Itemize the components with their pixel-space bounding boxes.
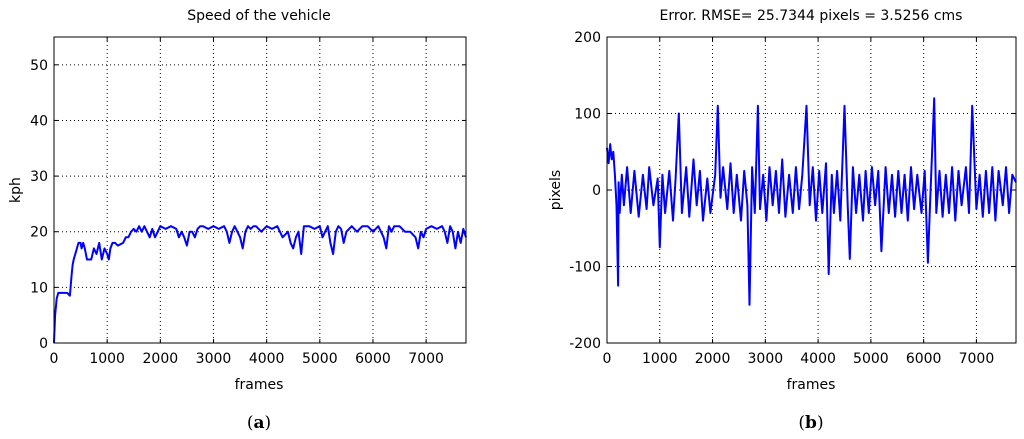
plot-area: 0 1000 2000 3000 4000 5000 6000 7000 0 10 20 30 40 50 — [30, 36, 467, 367]
caption-open-paren: ( — [798, 413, 805, 433]
chart-title: Speed of the vehicle — [187, 8, 331, 24]
x-tick-label: 2000 — [143, 351, 179, 367]
y-tick-label: 50 — [30, 58, 48, 74]
x-tick-label: 7000 — [408, 351, 444, 367]
caption-letter: b — [805, 413, 817, 433]
x-tick-label: 6000 — [906, 351, 942, 367]
x-tick-label: 4000 — [249, 351, 285, 367]
y-axis-label: pixels — [548, 170, 564, 210]
x-tick-label: 0 — [603, 351, 612, 367]
series-line — [53, 225, 467, 344]
x-tick-label: 2000 — [695, 351, 731, 367]
chart-speed: Speed of the vehicle 0 1000 2000 3000 4000 50… — [8, 8, 467, 433]
caption-letter: a — [253, 413, 264, 433]
x-axis-label: frames — [235, 377, 284, 393]
x-tick-label: 1000 — [89, 351, 125, 367]
y-axis-label: kph — [8, 177, 24, 203]
caption-close-paren: ) — [265, 413, 272, 433]
x-tick-label: 0 — [50, 351, 59, 367]
y-tick-label: 200 — [574, 30, 601, 46]
panel-caption: (a) — [247, 413, 271, 433]
x-tick-label: 4000 — [800, 351, 836, 367]
y-tick-label: 10 — [30, 280, 48, 296]
y-tick-label: 0 — [592, 183, 601, 199]
y-tick-label: 0 — [39, 336, 48, 352]
y-tick-label: 40 — [30, 113, 48, 129]
y-tick-label: -200 — [569, 336, 601, 352]
caption-open-paren: ( — [247, 413, 254, 433]
caption-close-paren: ) — [817, 413, 824, 433]
panel-caption: (b) — [798, 413, 823, 433]
y-tick-label: -100 — [569, 260, 601, 276]
plot-area: 0 1000 2000 3000 4000 5000 6000 7000 -200 -100 0 10… — [569, 30, 1017, 367]
y-tick-label: 100 — [574, 107, 601, 123]
x-tick-label: 6000 — [355, 351, 391, 367]
x-axis-label: frames — [787, 377, 836, 393]
x-tick-label: 3000 — [196, 351, 232, 367]
y-tick-label: 30 — [30, 169, 48, 185]
chart-error: Error. RMSE= 25.7344 pixels = 3.5256 cms… — [548, 8, 1017, 433]
x-tick-label: 5000 — [302, 351, 338, 367]
chart-title: Error. RMSE= 25.7344 pixels = 3.5256 cms — [660, 8, 963, 24]
series-line — [606, 97, 1017, 306]
x-tick-label: 7000 — [959, 351, 995, 367]
x-tick-label: 5000 — [853, 351, 889, 367]
y-tick-label: 20 — [30, 225, 48, 241]
x-tick-label: 3000 — [748, 351, 784, 367]
axes-frame — [53, 36, 467, 344]
x-tick-label: 1000 — [642, 351, 678, 367]
